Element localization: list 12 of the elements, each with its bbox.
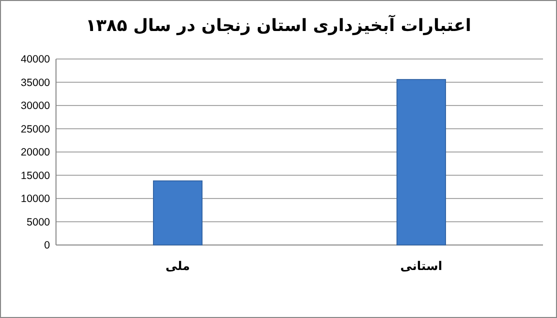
y-tick-label: 40000	[20, 54, 50, 66]
y-tick-label: 15000	[20, 170, 50, 182]
chart-title: اعتبارات آبخیزداری استان زنجان در سال ۱۳۸۵	[86, 14, 472, 36]
x-tick-label: ملی	[166, 259, 190, 273]
y-tick-label: 35000	[20, 76, 50, 89]
y-tick-label: 10000	[20, 193, 50, 206]
y-tick-label: 30000	[20, 100, 50, 112]
x-tick-label: استانی	[400, 259, 442, 273]
y-tick-label: 5000	[26, 216, 50, 228]
y-tick-label: 20000	[20, 146, 50, 159]
y-tick-label: 25000	[20, 123, 50, 136]
y-tick-label: 0	[44, 240, 50, 252]
